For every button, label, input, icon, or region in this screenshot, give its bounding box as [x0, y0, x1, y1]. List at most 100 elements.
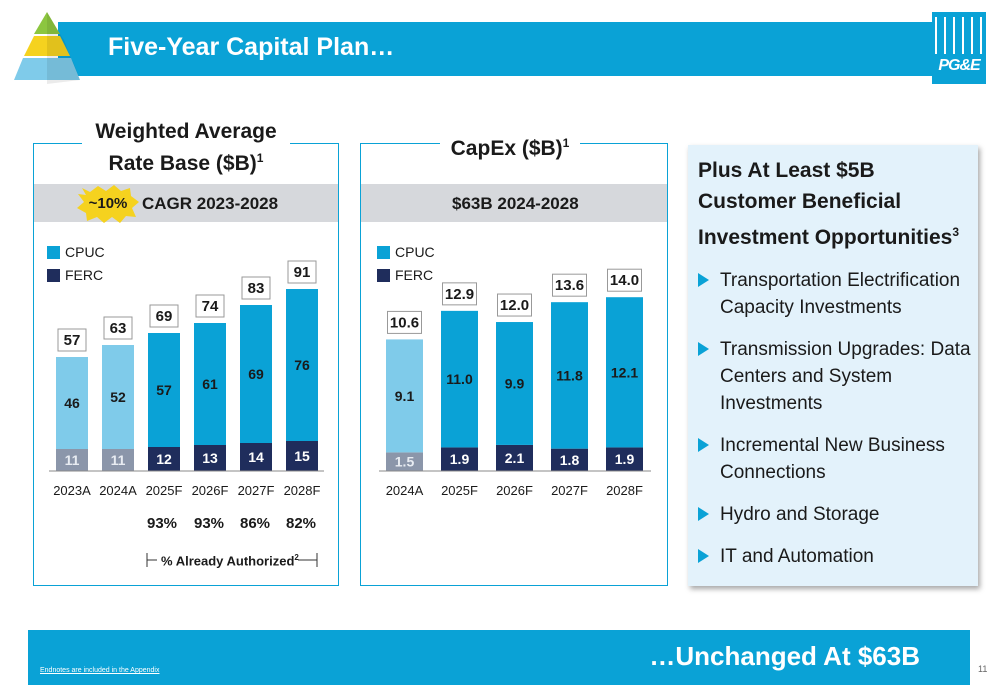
cagr-badge-text: ~10%	[89, 195, 128, 212]
logo-text: PG&E	[938, 57, 980, 74]
bar-ferc	[386, 452, 423, 471]
bar-cpuc	[496, 322, 533, 445]
ferc-value-label: 15	[294, 448, 310, 464]
pct-authorized-2025: 93%	[147, 515, 178, 532]
pyramid-icon	[14, 12, 80, 84]
bar-cpuc	[386, 339, 423, 453]
cpuc-value-label: 9.1	[395, 388, 415, 404]
bar-ferc	[441, 447, 478, 471]
x-tick-label: 2027F	[238, 483, 275, 498]
total-label-box	[442, 282, 477, 306]
x-tick-label: 2027F	[551, 483, 588, 498]
cpuc-value-label: 11.0	[446, 371, 473, 387]
footer-bar	[28, 630, 970, 685]
footer-tagline: …Unchanged At $63B	[649, 641, 920, 671]
bar-cpuc	[286, 289, 318, 441]
page-title: Five-Year Capital Plan…	[108, 33, 395, 61]
bar-ferc	[606, 447, 643, 471]
bar-ferc	[286, 441, 318, 471]
cpuc-value-label: 69	[248, 366, 264, 382]
bar-ferc	[194, 445, 226, 471]
capex-band-text: $63B 2024-2028	[452, 194, 579, 213]
total-value-label: 63	[110, 320, 127, 337]
capex-chart: 1.5 9.1 10.6 2024A 1.9 11.0 12.9 2025F 2.1 9.9 12.…	[379, 268, 651, 498]
bullet-arrow-icon	[698, 438, 709, 452]
ferc-value-label: 11	[65, 452, 80, 468]
x-tick-label: 2024A	[99, 483, 137, 498]
authorized-label: % Already Authorized2	[161, 553, 299, 569]
total-value-label: 12.9	[445, 286, 474, 303]
legend-swatch-ferc	[47, 269, 60, 282]
ferc-value-label: 1.9	[615, 451, 635, 467]
total-value-label: 14.0	[610, 272, 639, 289]
total-label-box	[552, 273, 587, 297]
ferc-value-label: 12	[156, 451, 172, 467]
bullet-arrow-icon	[698, 273, 709, 287]
cpuc-value-label: 61	[202, 376, 218, 392]
cpuc-value-label: 11.8	[556, 367, 583, 383]
cpuc-value-label: 57	[156, 382, 172, 398]
total-value-label: 69	[156, 308, 173, 325]
legend-swatch-cpuc	[47, 246, 60, 259]
rate-base-title: Weighted Average Rate Base ($B)1	[82, 118, 290, 177]
capex-legend-swatch-ferc	[377, 269, 390, 282]
bar-ferc	[102, 449, 134, 471]
opportunities-box: Plus At Least $5B Customer Beneficial In…	[688, 145, 978, 586]
total-value-label: 57	[64, 332, 81, 349]
ferc-value-label: 2.1	[505, 450, 525, 466]
bar-cpuc	[102, 345, 134, 449]
x-tick-label: 2024A	[386, 483, 424, 498]
bar-ferc	[551, 448, 588, 471]
header-bar	[58, 22, 936, 76]
opportunities-list: Transportation Electrification Capacity …	[698, 267, 973, 585]
opportunities-title: Plus At Least $5B Customer Beneficial In…	[698, 159, 960, 249]
capex-legend-label-ferc: FERC	[395, 267, 434, 283]
cpuc-value-label: 46	[64, 395, 80, 411]
x-tick-label: 2025F	[441, 483, 478, 498]
bar-ferc	[148, 447, 180, 471]
total-label-box	[195, 294, 225, 318]
total-value-label: 91	[294, 264, 311, 281]
total-label-box	[57, 328, 87, 352]
bar-cpuc	[194, 323, 226, 445]
ferc-value-label: 1.8	[560, 452, 580, 468]
legend-label-ferc: FERC	[65, 267, 104, 283]
total-label-box	[149, 304, 179, 328]
total-value-label: 83	[248, 280, 265, 297]
total-label-box	[103, 316, 133, 340]
legend-label-cpuc: CPUC	[65, 244, 105, 260]
ferc-value-label: 1.5	[395, 454, 415, 470]
x-tick-label: 2025F	[146, 483, 183, 498]
bar-ferc	[496, 444, 533, 471]
bar-cpuc	[240, 305, 272, 443]
bar-cpuc	[441, 310, 478, 448]
bar-ferc	[240, 443, 272, 471]
endnotes-link[interactable]: Endnotes are included in the Appendix	[40, 667, 160, 674]
authorized-bracket	[146, 553, 318, 567]
pct-authorized-2026: 93%	[194, 515, 225, 532]
total-value-label: 12.0	[500, 297, 529, 314]
ferc-value-label: 1.9	[450, 451, 470, 467]
list-item: Transmission Upgrades: Data Centers and …	[698, 336, 973, 417]
x-tick-label: 2023A	[53, 483, 91, 498]
page-number: 11	[978, 664, 988, 674]
pct-authorized-2027: 86%	[240, 515, 271, 532]
capex-legend-label-cpuc: CPUC	[395, 244, 435, 260]
cpuc-value-label: 9.9	[505, 375, 525, 391]
cpuc-value-label: 52	[110, 389, 126, 405]
rate-base-chart: 11 46 57 2023A 11 52 63 2024A 12 57 69 2025F 13 61 74 2…	[49, 260, 324, 498]
capex-band	[361, 184, 667, 222]
cpuc-value-label: 76	[294, 357, 310, 373]
x-tick-label: 2026F	[496, 483, 533, 498]
x-tick-label: 2026F	[192, 483, 229, 498]
ferc-value-label: 11	[111, 452, 126, 468]
total-value-label: 10.6	[390, 314, 419, 331]
bar-cpuc	[56, 357, 88, 449]
pge-logo	[932, 12, 986, 84]
list-item: Transportation Electrification Capacity …	[698, 267, 973, 321]
total-value-label: 74	[202, 298, 219, 315]
bullet-arrow-icon	[698, 549, 709, 563]
total-label-box	[287, 260, 317, 284]
total-value-label: 13.6	[555, 277, 584, 294]
ferc-value-label: 14	[248, 449, 264, 465]
